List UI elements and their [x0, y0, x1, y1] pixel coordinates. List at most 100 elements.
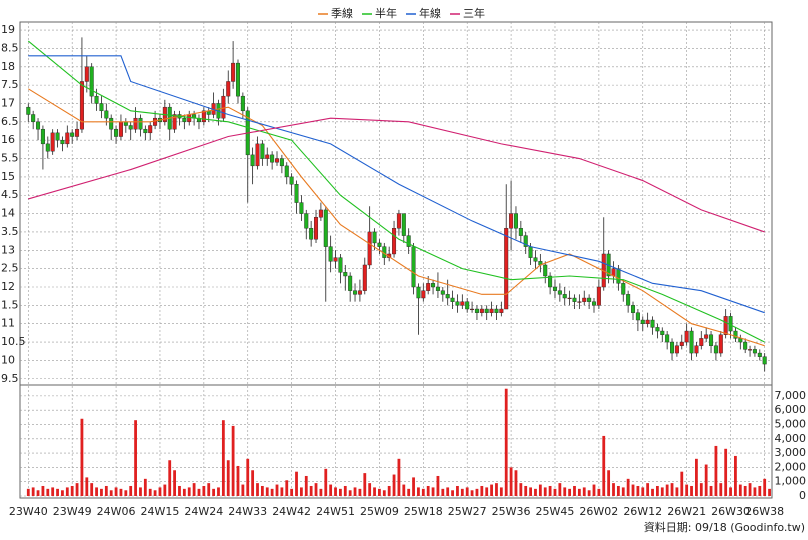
volume-bar: [226, 460, 230, 496]
volume-bar: [714, 445, 718, 496]
volume-bar: [670, 483, 674, 496]
y-tick-label: 10.5: [1, 335, 26, 348]
candle-body: [187, 114, 192, 123]
candle-body: [182, 117, 187, 123]
candle-body: [367, 231, 372, 266]
candle-body: [762, 356, 767, 365]
candle-body: [75, 128, 80, 137]
volume-bar: [31, 487, 35, 496]
volume-bar: [285, 480, 289, 496]
volume-bar: [75, 483, 79, 496]
volume-bar: [407, 488, 411, 496]
y-tick-label: 11: [1, 317, 15, 330]
candle-body: [235, 62, 240, 97]
volume-bar: [290, 488, 294, 496]
volume-bar: [353, 487, 357, 496]
volume-bar: [641, 487, 645, 496]
volume-bar: [563, 487, 567, 496]
volume-bar: [558, 483, 562, 496]
volume-bar: [158, 487, 162, 496]
y-tick-label: 3.5: [1, 225, 19, 238]
candle-body: [401, 213, 406, 236]
candle-body: [596, 286, 601, 306]
candle-body: [396, 213, 401, 229]
candle-body: [250, 154, 255, 167]
volume-bar: [616, 485, 620, 496]
candle-body: [299, 202, 304, 214]
candle-body: [718, 334, 723, 354]
volume-bar: [719, 483, 723, 496]
candle-body: [704, 334, 709, 339]
volume-bar: [207, 483, 211, 496]
volume-bar: [690, 485, 693, 496]
volume-bar: [675, 487, 679, 496]
candle-body: [723, 316, 728, 335]
volume-bar: [275, 484, 279, 496]
volume-bar: [270, 488, 274, 496]
candle-body: [738, 338, 743, 343]
candle-body: [118, 121, 123, 137]
volume-bar: [421, 488, 425, 496]
candle-body: [333, 257, 338, 262]
candle-body: [138, 117, 143, 130]
y-tick-label: 9.5: [1, 372, 19, 385]
volume-bar: [660, 487, 664, 496]
y-tick-label: 8.5: [1, 41, 19, 54]
volume-bar: [231, 425, 235, 496]
volume-bar: [529, 487, 532, 496]
candle-body: [621, 283, 626, 295]
volume-bar: [256, 483, 259, 496]
candle-body: [328, 246, 333, 262]
y-tick-label: 4.5: [1, 188, 19, 201]
volume-bar: [748, 483, 752, 496]
volume-bar: [680, 471, 684, 496]
volume-bar: [299, 487, 303, 496]
volume-bar: [426, 485, 430, 496]
volume-bar: [368, 483, 372, 496]
y-tick-label: 19: [1, 23, 15, 36]
candle-body: [426, 283, 431, 291]
volume-bar: [241, 484, 245, 496]
candle-body: [489, 308, 494, 313]
candle-body: [123, 121, 128, 126]
volume-bar: [534, 488, 537, 496]
volume-bar: [104, 485, 108, 496]
volume-bar: [607, 470, 611, 496]
candle-body: [31, 114, 36, 123]
volume-bar: [100, 488, 103, 496]
candle-body: [133, 117, 138, 130]
volume-bar: [543, 487, 547, 496]
volume-bar: [251, 470, 255, 496]
candle-body: [552, 286, 557, 291]
volume-bar: [217, 487, 220, 496]
candle-body: [406, 235, 411, 247]
volume-bar: [582, 487, 586, 496]
x-tick-label: 24W51: [316, 505, 355, 518]
candle-body: [270, 154, 275, 163]
volume-bar: [612, 483, 615, 496]
ma-line: [27, 40, 765, 343]
x-tick-label: 24W15: [141, 505, 180, 518]
volume-bar: [260, 485, 264, 496]
candle-body: [509, 213, 514, 229]
volume-bar: [80, 418, 84, 496]
volume-bar: [621, 487, 625, 496]
candle-body: [757, 352, 762, 357]
candle-body: [70, 132, 75, 137]
candle-body: [240, 95, 245, 112]
volume-bar: [446, 487, 450, 496]
volume-bar: [153, 490, 157, 496]
y-tick-label: 15: [1, 170, 15, 183]
candle-body: [304, 213, 309, 229]
candle-body: [314, 217, 319, 240]
candle-body: [513, 213, 518, 229]
y2-tick-label: 1,000: [775, 475, 807, 488]
plot-frame: [19, 21, 773, 499]
candle-body: [548, 275, 553, 288]
candle-body: [743, 341, 748, 350]
volume-bar: [577, 488, 581, 496]
candle-body: [684, 330, 689, 343]
x-tick-label: 26W12: [623, 505, 662, 518]
candle-body: [533, 257, 538, 262]
volume-bar: [602, 435, 606, 496]
